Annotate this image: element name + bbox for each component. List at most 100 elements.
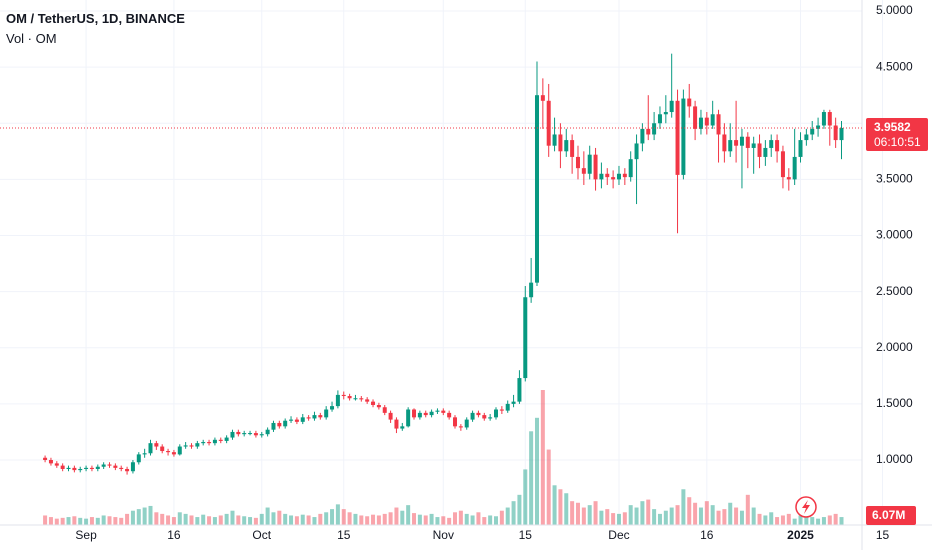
- volume-bar: [745, 494, 750, 525]
- candle-body: [523, 297, 528, 379]
- candle-body: [195, 443, 200, 447]
- candle-body: [171, 452, 176, 455]
- volume-bar: [136, 509, 141, 525]
- volume-bar: [710, 505, 715, 525]
- candle-body: [833, 125, 838, 141]
- volume-bar: [786, 513, 791, 525]
- candle-body: [751, 143, 756, 148]
- candle-body: [429, 411, 434, 416]
- candle-body: [821, 112, 826, 126]
- volume-bar: [605, 509, 610, 525]
- candle-body: [54, 463, 59, 466]
- volume-bar: [657, 513, 662, 525]
- candle-body: [687, 98, 692, 107]
- volume-bar: [441, 516, 446, 525]
- candle-body: [804, 134, 809, 141]
- candle-body: [259, 434, 264, 436]
- candle-body: [335, 394, 340, 407]
- volume-bar: [622, 512, 627, 525]
- candle-body: [189, 445, 194, 447]
- candle-body: [640, 128, 645, 144]
- candle-body: [780, 151, 785, 178]
- candle-body: [722, 134, 727, 152]
- volume-bar: [318, 513, 323, 525]
- candle-body: [166, 451, 171, 453]
- countdown: 06:10:51: [874, 135, 921, 149]
- candle-body: [376, 405, 381, 408]
- volume-bar: [517, 494, 522, 525]
- volume-bar: [634, 507, 639, 525]
- y-tick-label: 3.5000: [876, 172, 913, 186]
- y-tick-label: 1.0000: [876, 452, 913, 466]
- candle-body: [248, 433, 253, 435]
- candle-body: [218, 439, 223, 441]
- candle-body: [394, 419, 399, 429]
- price-label: 3.9582: [874, 120, 911, 134]
- volume-bar: [447, 517, 452, 525]
- candle-body: [529, 282, 534, 298]
- candle-body: [458, 426, 463, 428]
- candle-body: [72, 467, 77, 471]
- candle-body: [605, 173, 610, 178]
- candle-body: [693, 106, 698, 129]
- volume-bar: [546, 449, 551, 525]
- volume-bar: [142, 507, 147, 525]
- candle-body: [43, 457, 48, 461]
- candle-body: [681, 98, 686, 175]
- volume-bar: [376, 515, 381, 525]
- volume-bar: [693, 502, 698, 525]
- candle-body: [312, 415, 317, 419]
- volume-bar: [476, 512, 481, 525]
- volume-bar: [388, 512, 393, 525]
- candle-body: [646, 128, 651, 135]
- volume-bar: [423, 515, 428, 525]
- volume-bar: [499, 510, 504, 525]
- candle-body: [207, 442, 212, 444]
- candle-body: [634, 143, 639, 160]
- candle-body: [716, 114, 721, 135]
- volume-bar: [265, 507, 270, 525]
- volume-bar: [599, 510, 604, 525]
- volume-bar: [154, 512, 159, 525]
- candle-body: [769, 140, 774, 148]
- candle-body: [359, 398, 364, 400]
- x-tick-label: 16: [700, 528, 714, 542]
- candle-body: [593, 154, 598, 180]
- candle-body: [575, 156, 580, 169]
- x-tick-label: 15: [337, 528, 351, 542]
- candle-body: [289, 419, 294, 421]
- candle-body: [558, 134, 563, 152]
- volume-bar: [839, 517, 844, 525]
- volume-bar: [125, 513, 130, 525]
- volume-bar: [511, 501, 516, 525]
- alert-icon[interactable]: [795, 496, 817, 518]
- candle-body: [125, 468, 130, 472]
- volume-bar: [324, 512, 329, 525]
- volume-bar: [734, 507, 739, 525]
- volume-bar: [230, 510, 235, 525]
- candle-body: [318, 415, 323, 418]
- volume-bar: [406, 505, 411, 525]
- volume-bar: [810, 517, 815, 525]
- volume-bar: [821, 517, 826, 525]
- volume-bar: [570, 501, 575, 525]
- candle-body: [464, 419, 469, 428]
- y-tick-label: 2.5000: [876, 284, 913, 298]
- candle-body: [652, 123, 657, 135]
- candle-body: [160, 446, 165, 452]
- volume-bar: [435, 517, 440, 525]
- candle-body: [441, 410, 446, 413]
- volume-bar: [669, 507, 674, 525]
- volume-bar: [365, 516, 370, 525]
- candle-body: [277, 422, 282, 427]
- volume-bar: [201, 514, 206, 525]
- volume-bar: [400, 510, 405, 525]
- volume-bar: [646, 499, 651, 525]
- candle-body: [499, 409, 504, 411]
- volume-bar: [751, 507, 756, 525]
- candle-body: [154, 443, 159, 447]
- volume-bar: [359, 515, 364, 525]
- candle-body: [540, 95, 545, 101]
- candle-body: [622, 173, 627, 178]
